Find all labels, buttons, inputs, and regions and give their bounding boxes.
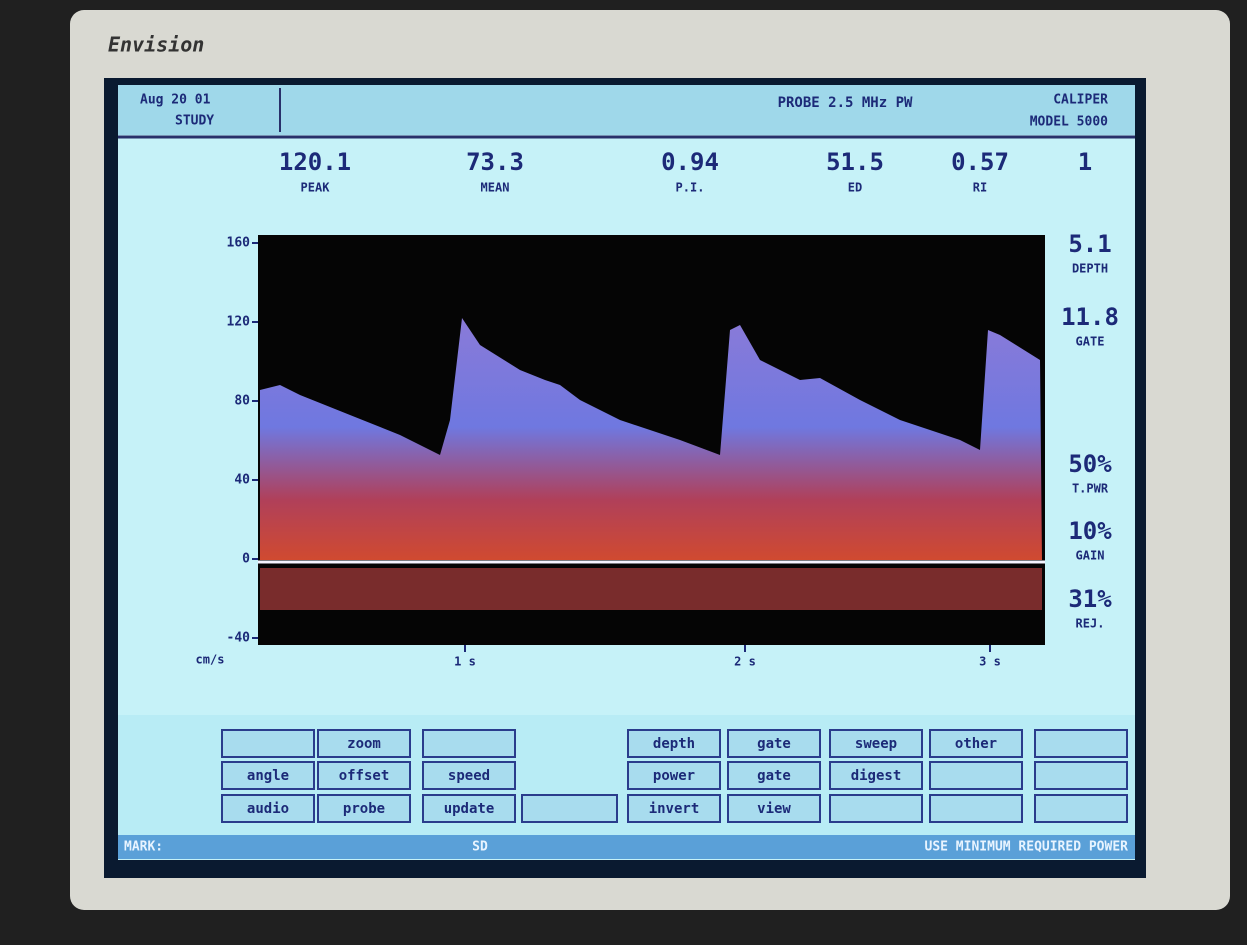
button[interactable]	[423, 730, 515, 757]
x-tick-label: 1 s	[454, 655, 476, 669]
y-tick-label: 80	[234, 394, 250, 409]
button-label[interactable]: speed	[448, 768, 490, 784]
button[interactable]	[930, 795, 1022, 822]
button[interactable]	[1035, 762, 1127, 789]
measurement-value: 120.1	[279, 148, 351, 176]
status-left: MARK:	[124, 840, 163, 855]
measurement-value: 73.3	[466, 148, 524, 176]
button-label[interactable]: gate	[757, 736, 791, 752]
header-right: CALIPER	[1053, 93, 1108, 108]
header-left: STUDY	[175, 114, 214, 129]
monitor-photo: Envision Aug 20 01 STUDY PROBE 2.5 MHz PW C…	[0, 0, 1247, 945]
spectral-noise	[260, 568, 1042, 610]
header-center: PROBE 2.5 MHz PW	[778, 95, 913, 111]
button[interactable]	[1035, 795, 1127, 822]
button-label[interactable]: angle	[247, 768, 289, 784]
button-label[interactable]: power	[653, 768, 695, 784]
setting-value: 50%	[1068, 450, 1112, 478]
measurement-value: 51.5	[826, 148, 884, 176]
button-label[interactable]: zoom	[347, 736, 381, 752]
y-tick-label: -40	[227, 631, 251, 646]
button-label[interactable]: depth	[653, 736, 695, 752]
setting-label: GAIN	[1076, 549, 1105, 563]
header-bar	[118, 85, 1135, 135]
setting-label: GATE	[1076, 335, 1105, 349]
measurement-label: MEAN	[481, 181, 510, 195]
button-label[interactable]: sweep	[855, 736, 897, 752]
button-label[interactable]: view	[757, 801, 791, 817]
setting-label: T.PWR	[1072, 482, 1109, 496]
setting-label: DEPTH	[1072, 262, 1108, 276]
button-label[interactable]: update	[444, 801, 495, 817]
button-label[interactable]: offset	[339, 768, 390, 784]
measurement-label: P.I.	[676, 181, 705, 195]
setting-label: REJ.	[1076, 617, 1105, 631]
button-label[interactable]: invert	[649, 801, 700, 817]
measurement-value: 0.94	[661, 148, 719, 176]
measurement-label: RI	[973, 181, 987, 195]
setting-value: 10%	[1068, 517, 1112, 545]
y-tick-label: 120	[227, 315, 251, 330]
measurement-value: 1	[1078, 148, 1092, 176]
button[interactable]	[522, 795, 617, 822]
measurement-value: 0.57	[951, 148, 1009, 176]
button-label[interactable]: digest	[851, 768, 902, 784]
status-right: USE MINIMUM REQUIRED POWER	[925, 840, 1129, 855]
button-label[interactable]: probe	[343, 801, 385, 817]
setting-value: 5.1	[1068, 230, 1111, 258]
y-tick-label: 40	[234, 473, 250, 488]
setting-value: 11.8	[1061, 303, 1119, 331]
y-tick-label: 160	[227, 236, 251, 251]
header-right: MODEL 5000	[1030, 115, 1108, 130]
button[interactable]	[1035, 730, 1127, 757]
button[interactable]	[930, 762, 1022, 789]
button[interactable]	[830, 795, 922, 822]
x-tick-label: 2 s	[734, 655, 756, 669]
button[interactable]	[222, 730, 314, 757]
measurement-label: ED	[848, 181, 862, 195]
setting-value: 31%	[1068, 585, 1112, 613]
button-label[interactable]: gate	[757, 768, 791, 784]
header-left: Aug 20 01	[140, 93, 211, 108]
status-center: SD	[472, 840, 488, 855]
button-label[interactable]: audio	[247, 801, 289, 817]
brand: Envision	[108, 33, 204, 57]
button-label[interactable]: other	[955, 736, 997, 752]
y-unit: cm/s	[196, 653, 225, 667]
x-tick-label: 3 s	[979, 655, 1001, 669]
measurement-label: PEAK	[301, 181, 331, 195]
y-tick-label: 0	[242, 552, 250, 567]
